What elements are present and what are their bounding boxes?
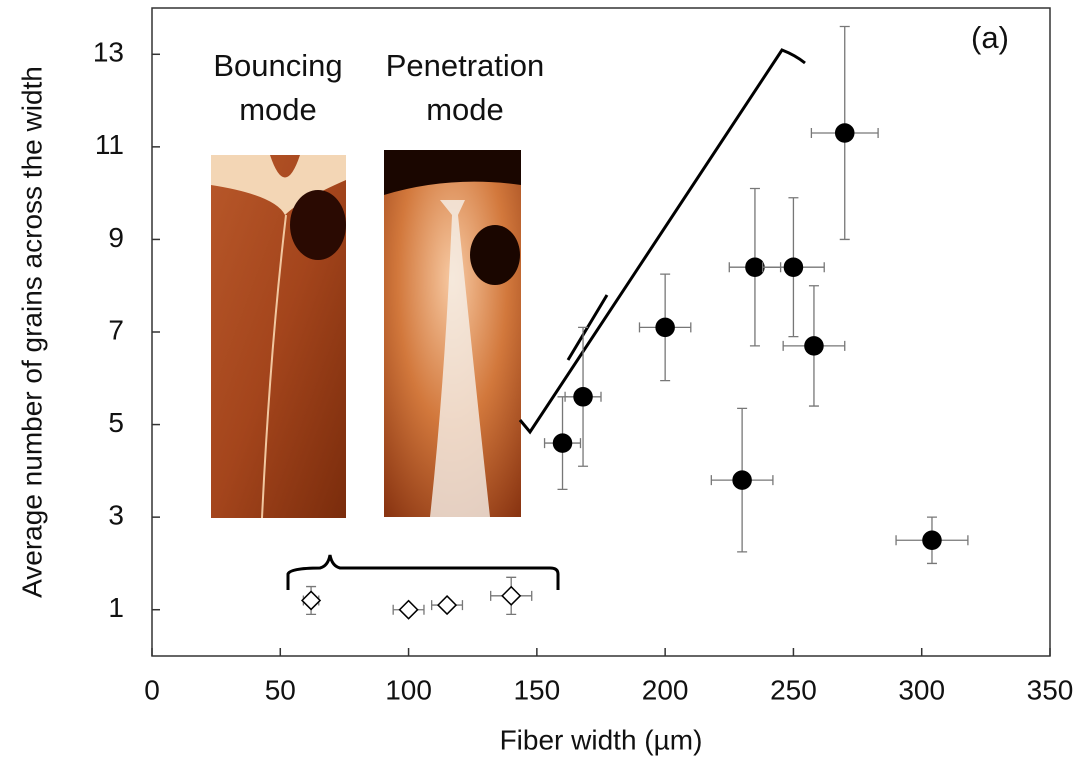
y-axis-title: Average number of grains across the widt… (16, 66, 47, 598)
point (655, 317, 675, 338)
x-tick-label: 350 (1027, 674, 1074, 705)
y-tick-label: 3 (108, 500, 124, 531)
point (732, 470, 752, 490)
x-tick-label: 150 (513, 674, 560, 705)
x-tick-label: 250 (770, 674, 817, 705)
inset-label: Bouncing (213, 48, 342, 83)
x-axis-title: Fiber width (µm) (500, 724, 703, 755)
point (745, 257, 765, 277)
point (501, 585, 522, 606)
bracket-penetration (518, 48, 806, 435)
x-tick-label: 0 (144, 674, 160, 705)
panel-label: (a) (971, 20, 1009, 55)
inset-label: mode (426, 92, 504, 127)
y-tick-label: 9 (108, 222, 124, 253)
point (783, 257, 804, 277)
inset-label: mode (239, 92, 317, 127)
point (301, 590, 322, 611)
y-tick-label: 5 (108, 407, 124, 438)
point (436, 595, 458, 616)
bracket-bouncing (286, 554, 560, 590)
x-tick-label: 100 (385, 674, 432, 705)
inset-penetration (384, 150, 521, 517)
y-tick-label: 13 (93, 37, 124, 68)
point (922, 530, 942, 551)
y-tick-label: 11 (95, 129, 124, 160)
point (573, 387, 593, 407)
x-tick-label: 200 (642, 674, 689, 705)
y-tick-label: 7 (108, 314, 124, 345)
point (804, 336, 824, 356)
x-tick-label: 50 (265, 674, 296, 705)
point (398, 599, 419, 620)
inset-label: Penetration (386, 48, 545, 83)
x-tick-label: 300 (898, 674, 945, 705)
inset-bouncing (211, 155, 346, 519)
y-tick-label: 1 (108, 592, 124, 623)
point (834, 123, 855, 143)
point (552, 433, 573, 453)
